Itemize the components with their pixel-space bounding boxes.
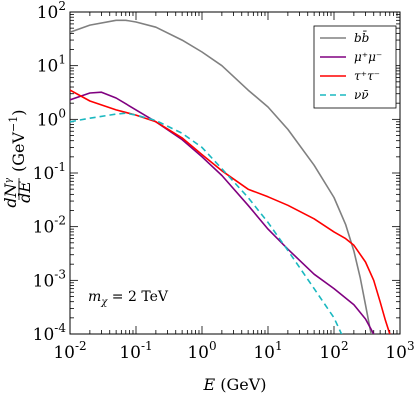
x-tick-label: 103 [385, 339, 414, 363]
y-tick-label: 10-2 [33, 214, 66, 238]
x-tick-label: 100 [187, 339, 216, 363]
y-axis-den: dE [15, 181, 34, 203]
x-tick-labels: 10-2 10-1 100 101 102 103 [53, 339, 414, 363]
y-axis-num: dN [1, 182, 20, 207]
legend-label-1: μ⁺μ⁻ [354, 50, 382, 64]
x-tick-label: 102 [319, 339, 348, 363]
y-tick-label: 10-4 [33, 321, 67, 345]
legend-label-3: νν̄ [354, 88, 369, 102]
series-lines [70, 19, 391, 334]
y-axis-unit-sup: −1 [7, 116, 20, 132]
series-line-1 [70, 91, 375, 334]
mass-annotation: mχ = 2 TeV [88, 289, 169, 308]
mass-annotation-symbol: m [88, 289, 101, 305]
mass-annotation-sub: χ [100, 297, 108, 308]
y-tick-label: 10-3 [33, 267, 66, 291]
mass-annotation-value: = 2 TeV [107, 289, 169, 305]
series-line-0 [70, 19, 373, 334]
y-axis-num-sup: γ [4, 177, 14, 183]
legend-label-0: bb̄ [354, 29, 369, 45]
svg-text:dNγ: dNγ [1, 177, 20, 207]
y-tick-label: 101 [37, 53, 66, 77]
x-tick-label: 10-1 [119, 339, 152, 363]
y-tick-label: 10-1 [33, 160, 66, 184]
x-axis-unit: (GeV) [215, 375, 266, 394]
legend: bb̄ μ⁺μ⁻ τ⁺τ⁻ νν̄ [313, 25, 397, 109]
svg-text:(GeV−1): (GeV−1) [7, 109, 28, 172]
y-tick-label: 102 [37, 0, 66, 23]
y-axis-unit-close: ) [9, 109, 28, 115]
legend-label-2: τ⁺τ⁻ [354, 69, 380, 83]
y-axis-title: dNγ dE (GeV−1) [1, 109, 34, 207]
y-tick-label: 100 [37, 106, 66, 130]
axis-ticks [69, 11, 401, 335]
y-tick-labels: 10-4 10-3 10-2 10-1 100 101 102 [33, 0, 67, 345]
x-tick-label: 101 [253, 339, 282, 363]
legend-box [313, 25, 397, 109]
x-axis-var: E [202, 375, 215, 394]
y-axis-unit: (GeV [9, 132, 28, 172]
series-line-3 [70, 112, 343, 334]
x-tick-label: 10-2 [53, 339, 86, 363]
x-axis-title: E (GeV) [202, 375, 266, 394]
